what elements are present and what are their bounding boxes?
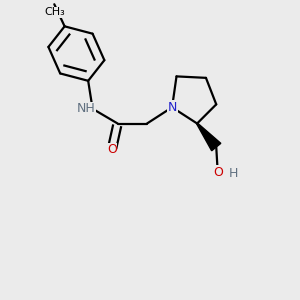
Text: NH: NH <box>77 102 95 115</box>
Text: O: O <box>213 166 223 178</box>
Text: H: H <box>229 167 239 180</box>
Polygon shape <box>197 123 221 151</box>
Text: O: O <box>107 143 117 157</box>
Text: CH₃: CH₃ <box>44 7 65 17</box>
Text: N: N <box>167 101 177 114</box>
